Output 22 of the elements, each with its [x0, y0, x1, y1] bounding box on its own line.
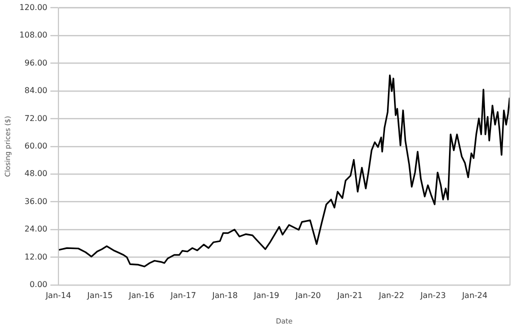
x-tick-label: Jan-20 — [294, 290, 321, 300]
y-tick-label: 60.00 — [24, 141, 48, 150]
x-tick-label: Jan-15 — [86, 290, 113, 300]
y-tick-label: 108.00 — [19, 30, 48, 40]
x-tick-label: Jan-17 — [170, 290, 196, 300]
x-tick-label: Jan-16 — [128, 290, 154, 300]
y-tick-label: 48.00 — [24, 169, 48, 178]
y-tick-label: 120.00 — [19, 2, 48, 12]
x-tick-label: Jan-24 — [461, 290, 488, 300]
x-tick-label: Jan-23 — [419, 290, 446, 300]
x-tick-label: Jan-14 — [44, 290, 72, 300]
x-tick-label: Jan-22 — [378, 290, 404, 300]
x-tick-label: Jan-18 — [211, 290, 238, 300]
y-tick-label: 72.00 — [24, 114, 48, 123]
y-tick-label: 96.00 — [24, 58, 48, 68]
y-tick-label: 0.00 — [30, 280, 48, 290]
y-tick-label: 12.00 — [24, 252, 48, 262]
y-tick-label: 24.00 — [24, 224, 48, 234]
x-tick-label: Jan-19 — [252, 290, 280, 300]
y-tick-label: 36.00 — [24, 196, 48, 206]
y-tick-label: 84.00 — [24, 86, 48, 96]
x-tick-label: Jan-21 — [336, 290, 363, 300]
